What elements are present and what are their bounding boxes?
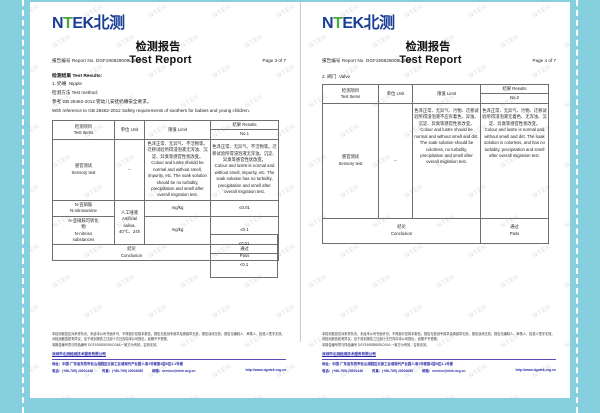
page-title-cn: 检测报告	[405, 41, 451, 53]
row-sensory-item: 感官测试 Sensory test	[52, 138, 115, 201]
page4-footer-company: 深圳市北测检测技术服务有限公司	[322, 352, 376, 356]
table-header-row: 检测项目 Test Items 单位 Unit 限值 Limit 结果	[52, 119, 279, 140]
table-header-row: 检测项目 Test Items 单位 Unit 限值 Limit 结果	[322, 83, 549, 104]
conclusion-verdict: 通过 Pass	[480, 217, 549, 244]
logo-letter-t: T	[63, 15, 73, 32]
result-nitrosamine: <0.01	[210, 234, 278, 254]
conclusion-label: 结论 Conclusion	[52, 244, 211, 262]
report-page-4: NTEK北测 检测报告 Test Report 报告编号 Report No. D…	[300, 2, 570, 398]
page4-disclaimer: 本检测报告仅对来样负责。未经本公司书面许可，不得部分复制本报告。报告无检测专用章…	[322, 332, 555, 347]
page-title: 检测报告 Test Report	[300, 38, 556, 66]
page3-meta-row: 报告编号 Report No. DGF190829009LD01A Page 3…	[52, 58, 286, 64]
page3-report-no: 报告编号 Report No. DGF190829009LD01A	[52, 58, 144, 63]
page4-item-line: 2. 阀门 Valve	[322, 74, 351, 79]
page3-results-heading: 检测结果 Test Results:	[52, 74, 103, 79]
page3-method-line: 检测方法 Test method:	[52, 90, 98, 95]
row-sensory-item: 感官测试 Sensory test	[322, 102, 379, 219]
logo-letters-ek: EK	[342, 15, 364, 32]
row-sensory-unit: --	[114, 138, 145, 201]
page-title: 检测报告 Test Report	[30, 38, 286, 66]
footer-tel: 电话：(+86-769) 23001446	[322, 369, 363, 373]
header-limit: 限值 Limit	[144, 120, 211, 140]
footer-fax: 传真：(+86-769) 23004089	[372, 369, 413, 373]
header-test-items: 检测项目 Test Items	[322, 84, 379, 104]
page4-meta-row: 报告编号 Report No. DGF190829009LD01A Page 4…	[322, 58, 556, 64]
table-subheader-row: No.2	[323, 93, 549, 104]
header-limit: 限值 Limit	[412, 84, 481, 104]
header-test-items: 检测项目 Test Items	[52, 120, 115, 140]
table-row: 感官测试 Sensory test -- 色泽正常、无异气、不洁物等。迁移试验所…	[52, 138, 279, 201]
page4-footer-address: 地址：中国·广东省东莞市松山湖园区北部工业城现代产业园人港1号楼第3层B区3-1…	[322, 362, 453, 366]
row-nitrosamine-unit-limit: mg/kg	[144, 199, 211, 217]
page3-standard-en: With reference to GB 28482-2012 Safety r…	[52, 108, 250, 113]
page4-page-indicator: Page 4 of 7	[532, 58, 557, 63]
page-title-cn: 检测报告	[135, 41, 181, 53]
page3-footer-rule	[52, 359, 286, 360]
logo-chinese: 北测	[93, 15, 126, 32]
conclusion-label: 结论 Conclusion	[322, 217, 481, 244]
page3-item-line: 1. 奶嘴 Nipple	[52, 81, 82, 86]
row-nitroso-item: N-亚硝胺可转化 物 N-nitroso substances	[52, 215, 115, 246]
logo-letters-ek: EK	[72, 15, 94, 32]
footer-website-link[interactable]: http://www.dgntek.org.cn	[245, 368, 286, 372]
header-unit: 单位 Unit	[114, 120, 145, 140]
page4-results-table: 检测项目 Test Items 单位 Unit 限值 Limit 结果	[322, 83, 549, 244]
row-sensory-result: 色泽正常、无异气、不洁物等。迁移试验所得浸泡液无浑浊、沉淀、异臭等感官性状改变。…	[210, 138, 279, 201]
row-nitrosamine-item: N-亚硝胺 N-nitrosamine	[52, 199, 115, 217]
table-subheader-row: No.1	[53, 129, 279, 140]
table-row: N-亚硝胺 N-nitrosamine 人工唾液 Artificial sali…	[52, 199, 279, 246]
ntek-logo: NTEK北测	[322, 16, 395, 32]
page3-footer-address: 地址：中国·广东省东莞市松山湖园区北部工业城现代产业园人港1号楼第3层B区3-1…	[52, 362, 183, 366]
page3-standard-cn: 参考 GB 28482-2012 婴幼儿安抚奶嘴安全要求。	[52, 99, 152, 104]
ntek-logo: NTEK北测	[52, 16, 125, 32]
row-test-condition: 人工唾液 Artificial saliva, 40℃、24h	[114, 199, 145, 246]
page3-page-indicator: Page 3 of 7	[262, 58, 287, 63]
logo-letter-t: T	[333, 15, 343, 32]
page3-footer-company: 深圳市北测检测技术服务有限公司	[52, 352, 106, 356]
footer-tel: 电话：(+86-769) 23001446	[52, 369, 93, 373]
footer-fax: 传真：(+86-769) 23004089	[102, 369, 143, 373]
page3-footer-contact: 电话：(+86-769) 23001446 传真：(+86-769) 23004…	[52, 368, 286, 373]
paper-spread: NTEK NTEK NTEK NTEK NTEK NTEK NTEK NTEK NTEK NTEK…	[30, 2, 570, 398]
binding-guide-left	[22, 0, 24, 413]
logo-letter-n: N	[322, 15, 334, 32]
result-nitroso: <0.1	[210, 253, 278, 278]
report-page-3: NTEK北测 检测报告 Test Report 报告编号 Report No. D…	[30, 2, 300, 398]
page4-footer-rule	[322, 359, 556, 360]
header-sample-no: No.2	[480, 93, 549, 104]
logo-letter-n: N	[52, 15, 64, 32]
table-row: 感官测试 Sensory test -- 色泽正常、无异气、污物、迁移试验所得浸…	[322, 102, 549, 219]
row-sensory-unit: --	[378, 102, 413, 219]
logo-chinese: 北测	[363, 15, 396, 32]
page3-disclaimer: 本检测报告仅对来样负责。未经本公司书面许可，不得部分复制本报告。报告无检测专用章…	[52, 332, 285, 347]
binding-guide-right	[576, 0, 578, 413]
page-title-en: Test Report	[129, 54, 192, 66]
row-nitroso-unit: mg/kg	[144, 215, 211, 246]
footer-email[interactable]: 邮箱：service@ntek.org.cn	[152, 369, 196, 373]
row-sensory-limit: 色泽正常、无异气、不洁物等。迁移试验所得浸泡液无浑浊、沉淀、异臭等感官性状改变。…	[144, 138, 211, 201]
page-title-en: Test Report	[399, 54, 462, 66]
header-results: 结果 Results	[210, 119, 279, 131]
page4-report-no: 报告编号 Report No. DGF190829009LD01A	[322, 58, 414, 63]
row-sensory-result: 色泽正常、无异气、污物、迁移试验所得浸泡液无着色、无浑浊、沉淀、异臭等感官性状改…	[480, 102, 549, 219]
footer-website-link[interactable]: http://www.dgntek.org.cn	[515, 368, 556, 372]
table-row: <0.01	[210, 234, 278, 254]
page4-footer-contact: 电话：(+86-769) 23001446 传真：(+86-769) 23004…	[322, 368, 556, 373]
footer-email[interactable]: 邮箱：service@ntek.org.cn	[422, 369, 466, 373]
page3-nitrosamine-results: <0.01 <0.1	[210, 234, 278, 278]
header-results: 结果 Results	[480, 83, 549, 95]
table-row: <0.1	[210, 253, 278, 278]
header-sample-no: No.1	[210, 129, 279, 140]
table-conclusion-row: 结论 Conclusion 通过 Pass	[322, 217, 549, 244]
row-sensory-limit: 色泽正常、无异气、污物、迁移试验所得浸泡液不应有着色、异浊、沉淀、异臭等感官性状…	[412, 102, 481, 219]
header-unit: 单位 Unit	[378, 84, 413, 104]
page-gutter-divider	[300, 2, 301, 342]
row-nitrosamine-limit: ≤0.01	[210, 199, 279, 217]
